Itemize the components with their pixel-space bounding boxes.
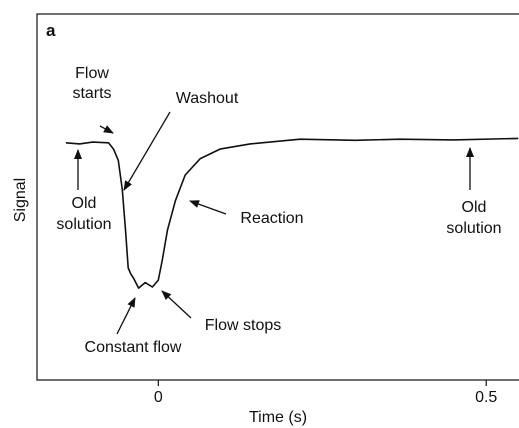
x-tick-label: 0 xyxy=(154,389,163,406)
annotation: Washout xyxy=(176,90,239,107)
x-tick-label: 0.5 xyxy=(475,389,497,406)
annotation: Flow starts xyxy=(72,65,111,102)
annotation: Old solution xyxy=(56,195,111,233)
annotation: Old solution xyxy=(446,199,501,237)
arrow xyxy=(189,200,227,215)
annotation: Reaction xyxy=(240,210,303,227)
signal-line xyxy=(65,137,519,289)
arrow xyxy=(116,297,136,335)
annotation: Flow stops xyxy=(205,317,281,334)
arrow xyxy=(123,111,171,191)
x-axis-label: Time (s) xyxy=(249,409,307,426)
panel-label: a xyxy=(46,21,56,40)
plot-frame xyxy=(36,13,519,381)
annotation: Constant flow xyxy=(85,339,182,356)
arrow xyxy=(99,125,114,134)
arrow xyxy=(161,290,192,319)
y-axis-label: Signal xyxy=(12,178,29,222)
